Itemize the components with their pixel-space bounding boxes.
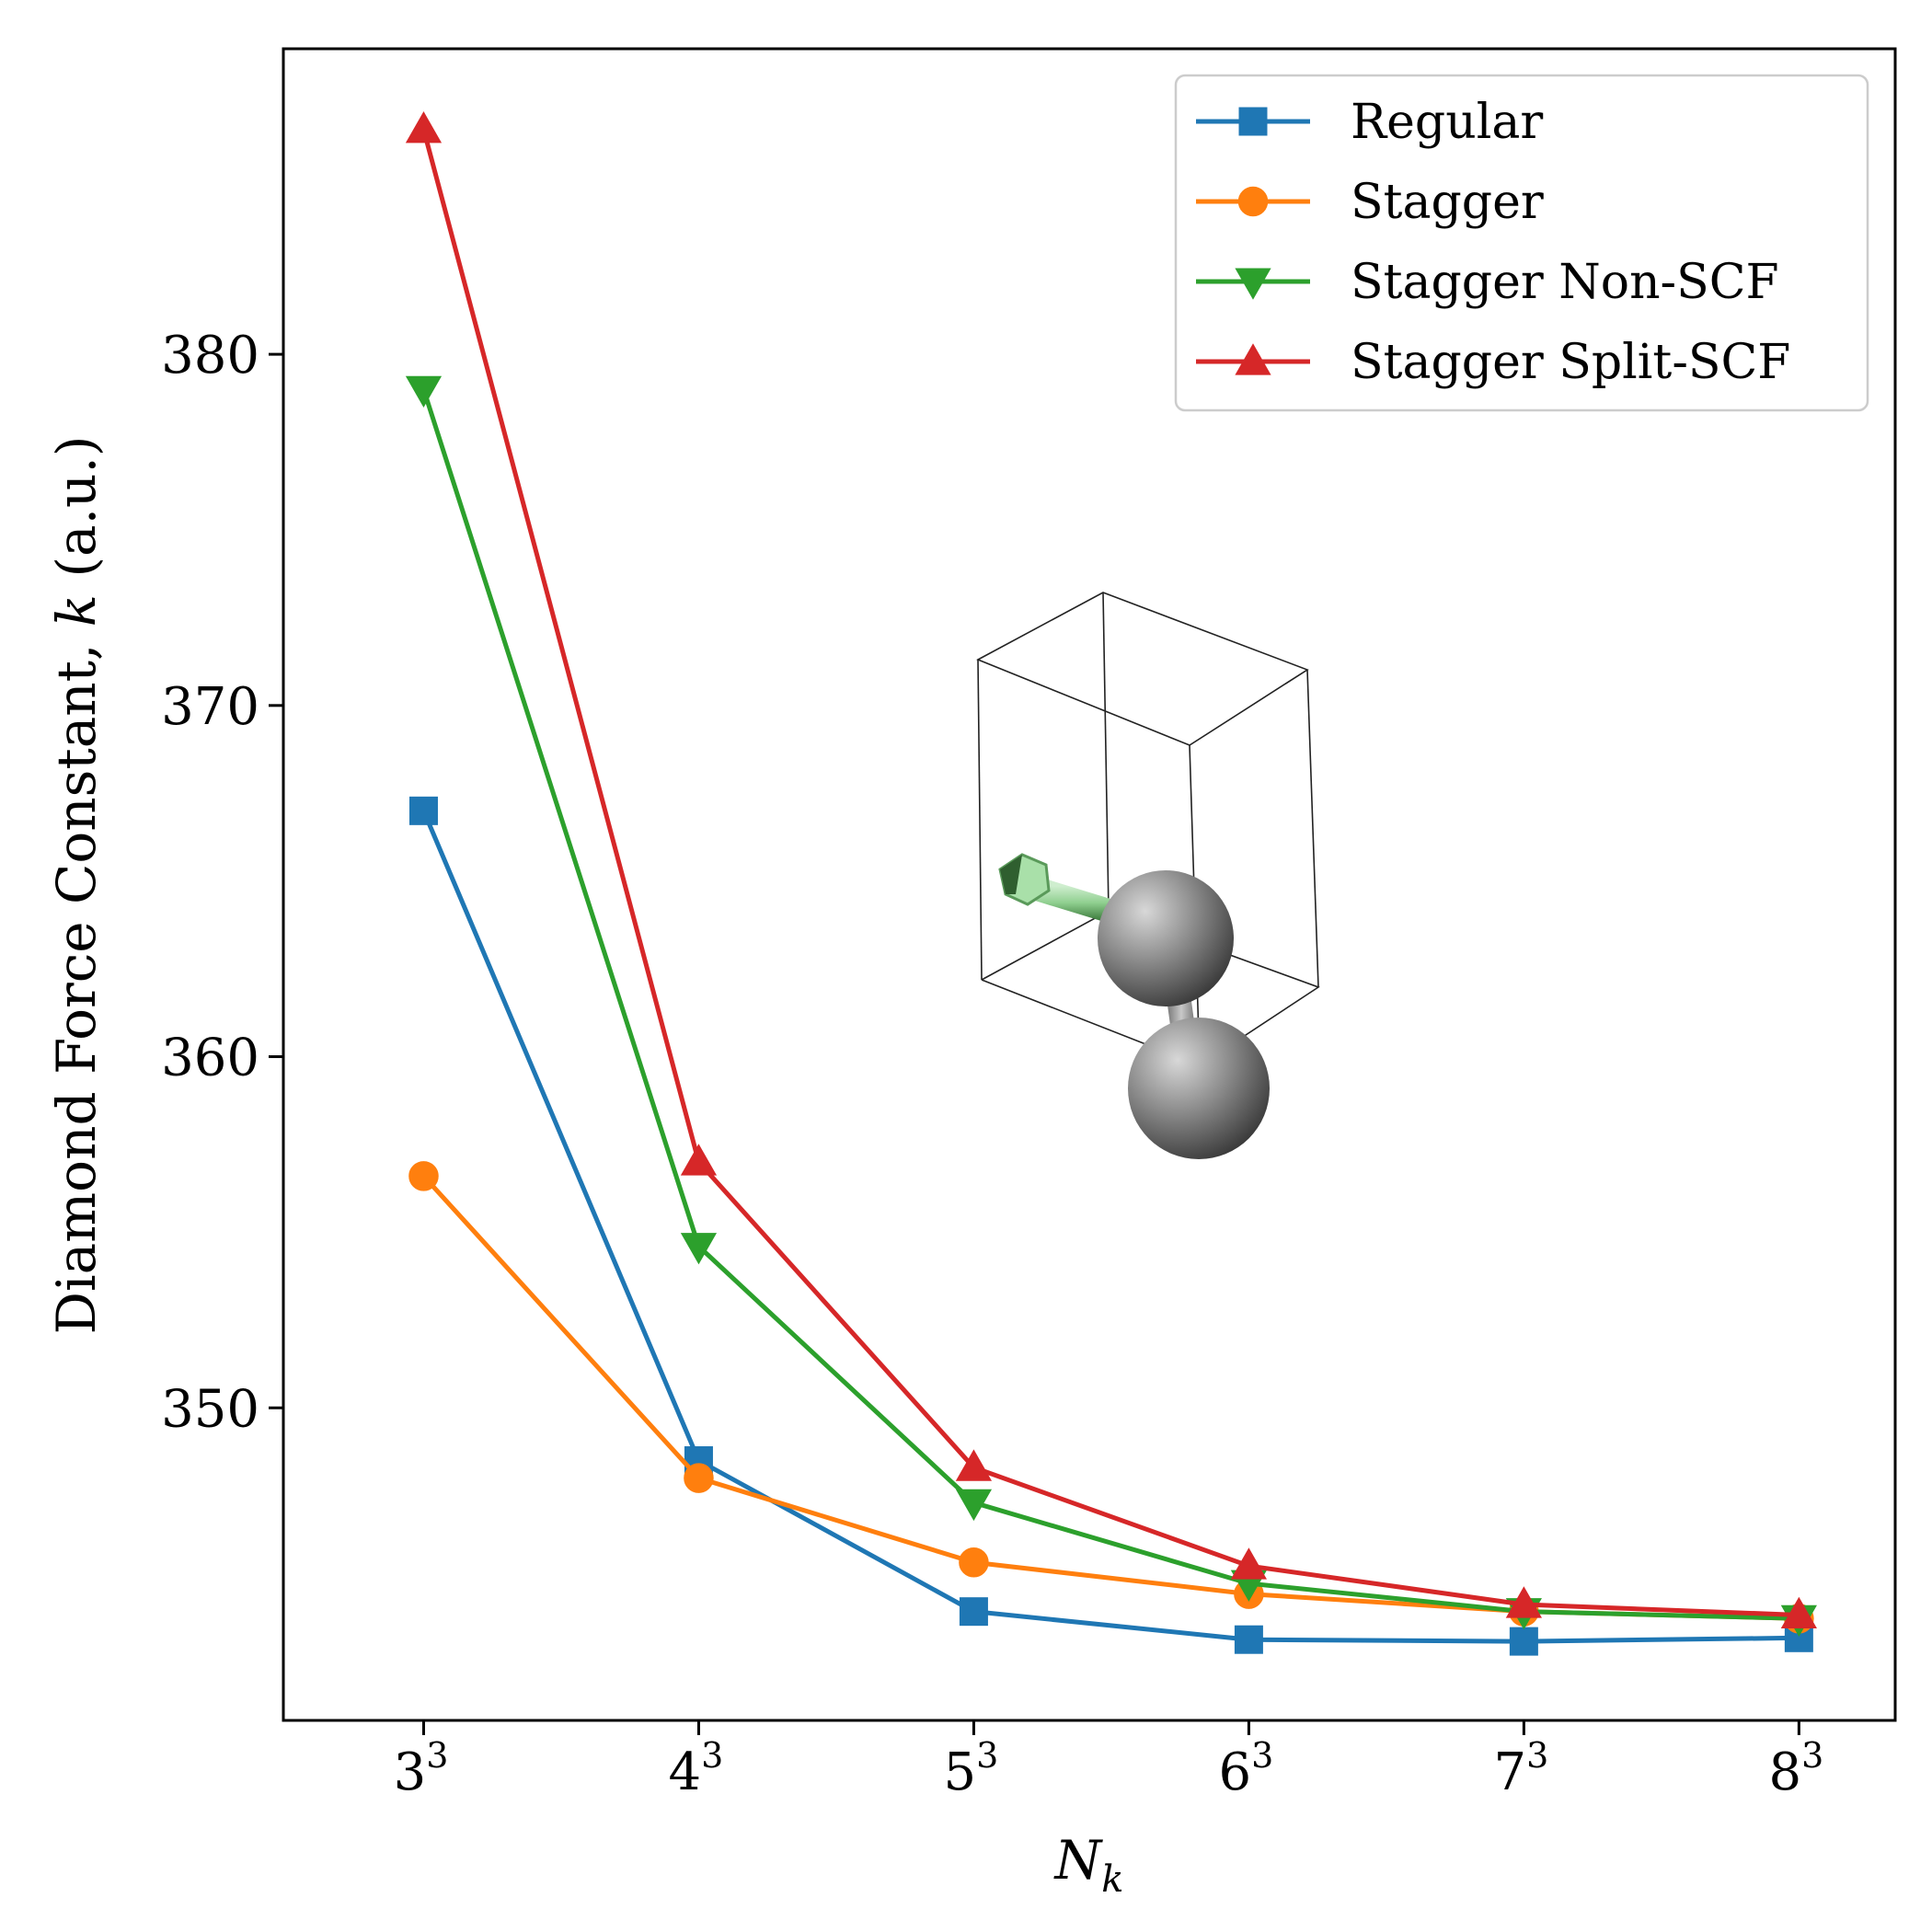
y-axis-label: Diamond Force Constant, k (a.u.) <box>45 436 108 1335</box>
y-tick-label: 350 <box>161 1379 259 1439</box>
carbon-atom-upper <box>1098 870 1234 1006</box>
legend-label: Stagger Split-SCF <box>1351 335 1790 390</box>
legend-label: Stagger <box>1351 175 1544 230</box>
series-stagger <box>408 1161 1814 1634</box>
series-line <box>421 810 1800 1644</box>
carbon-atom-lower <box>1128 1018 1270 1159</box>
data-point <box>684 1463 714 1493</box>
legend-marker <box>1235 343 1271 375</box>
data-point <box>1234 1625 1263 1654</box>
data-point <box>959 1597 988 1627</box>
data-point <box>959 1547 989 1578</box>
legend-box <box>1174 74 1869 412</box>
data-point <box>680 1233 718 1265</box>
y-tick-label: 370 <box>161 677 259 737</box>
data-point <box>1230 1547 1268 1580</box>
x-tick-label: 83 <box>1768 1735 1823 1802</box>
legend-marker <box>1238 107 1268 136</box>
y-tick-label: 360 <box>161 1029 259 1088</box>
data-point <box>955 1489 993 1522</box>
y-tick-label: 380 <box>161 326 259 385</box>
x-axis: 33 43 53 63 73 83 Nk <box>394 1720 1823 1901</box>
data-point <box>955 1449 993 1481</box>
data-point <box>1780 1596 1817 1629</box>
plot-frame <box>282 47 1897 1722</box>
x-tick-label: 33 <box>394 1735 449 1802</box>
data-point <box>1505 1586 1542 1618</box>
legend-label: Stagger Non-SCF <box>1351 255 1779 310</box>
data-point <box>405 111 443 144</box>
legend-entry: Stagger <box>1196 175 1544 230</box>
data-point <box>408 1161 439 1191</box>
data-point <box>405 375 443 408</box>
unit-cell-box <box>976 592 1320 1066</box>
x-tick-label: 63 <box>1218 1735 1273 1802</box>
legend-entry: Stagger Non-SCF <box>1196 255 1779 310</box>
series-stagger-non-scf <box>405 375 1817 1638</box>
legend-label: Regular <box>1351 95 1543 150</box>
legend-entry: Regular <box>1196 95 1543 150</box>
series-stagger-split-scf <box>405 111 1817 1629</box>
y-axis: 350 360 370 380 Diamond Force Constant, k (a… <box>45 326 283 1439</box>
series-line <box>421 129 1800 1617</box>
x-axis-label: Nk <box>1053 1829 1124 1901</box>
x-tick-label: 43 <box>669 1735 724 1802</box>
legend: Regular Stagger Stagger Non-SCF Stagger Spl… <box>1174 74 1869 412</box>
series-line <box>421 1174 1800 1621</box>
series-line <box>421 388 1800 1621</box>
legend-marker <box>1235 268 1271 300</box>
legend-entry: Stagger Split-SCF <box>1196 335 1790 390</box>
x-tick-label: 73 <box>1493 1735 1548 1802</box>
series-layer <box>405 111 1817 1656</box>
legend-marker <box>1237 186 1269 217</box>
x-tick-label: 53 <box>944 1735 999 1802</box>
data-point <box>680 1144 718 1176</box>
data-point <box>408 796 438 825</box>
diamond-unit-cell-icon <box>976 592 1320 1159</box>
data-point <box>1509 1627 1538 1656</box>
